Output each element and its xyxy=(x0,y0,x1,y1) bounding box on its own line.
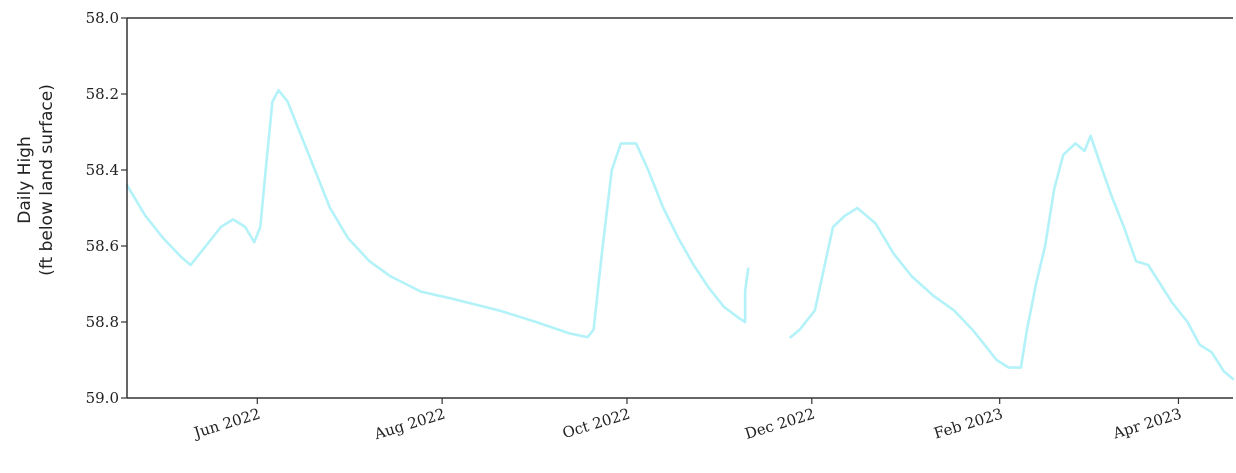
x-tick-label: Jun 2022 xyxy=(190,405,262,443)
y-tick-label: 59.0 xyxy=(86,389,119,407)
y-tick-label: 58.8 xyxy=(86,313,119,331)
x-tick-label: Dec 2022 xyxy=(743,405,817,443)
axes xyxy=(126,17,1233,399)
series-line-segment-1 xyxy=(125,88,750,339)
y-axis-title: Daily High (ft below land surface) xyxy=(15,84,57,276)
y-tick-label: 58.6 xyxy=(86,237,119,255)
x-tick-label: Oct 2022 xyxy=(560,405,632,443)
plot-area xyxy=(125,88,1235,381)
y-tick-label: 58.2 xyxy=(86,85,119,103)
x-tick-label: Aug 2022 xyxy=(371,405,447,444)
y-axis-ticks: 58.0 58.2 58.4 58.6 58.8 59.0 xyxy=(86,9,127,407)
y-axis-title-line-1: Daily High xyxy=(15,136,35,224)
y-tick-label: 58.0 xyxy=(86,9,119,27)
series-line-segment-2 xyxy=(789,134,1235,381)
x-axis-ticks: Jun 2022 Aug 2022 Oct 2022 Dec 2022 Feb 2023… xyxy=(190,398,1184,443)
y-axis-title-line-2: (ft below land surface) xyxy=(37,84,57,276)
y-tick-label: 58.4 xyxy=(86,161,119,179)
x-tick-label: Feb 2023 xyxy=(932,405,1005,443)
x-tick-label: Apr 2023 xyxy=(1110,405,1184,443)
